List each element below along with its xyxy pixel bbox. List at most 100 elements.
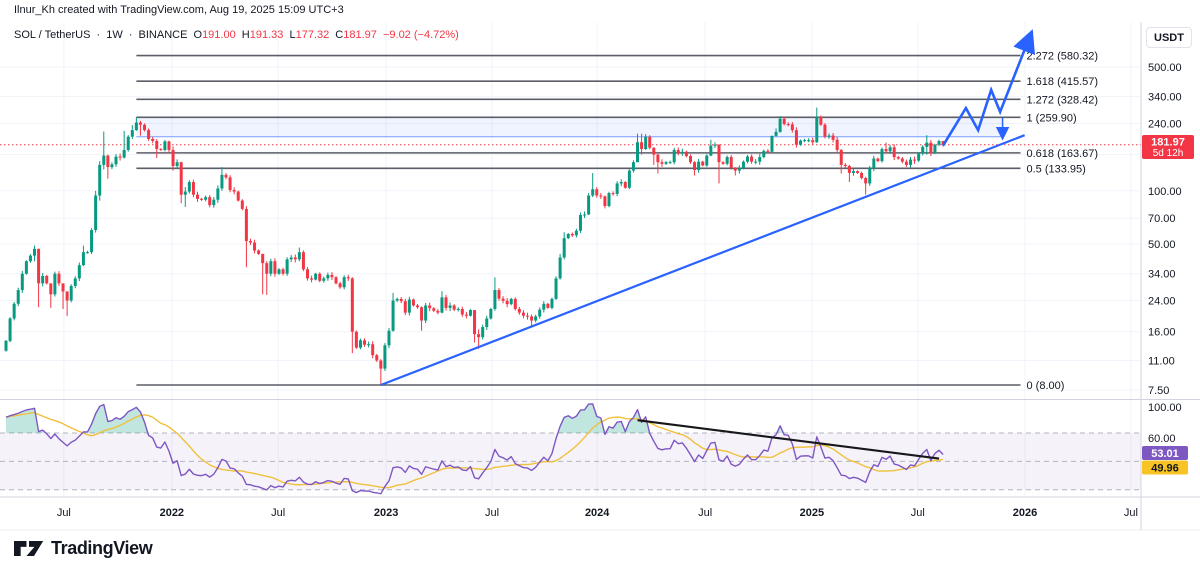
candle-body [363, 340, 367, 345]
candle-body [790, 124, 794, 131]
candle-body [648, 136, 652, 148]
candle-body [269, 261, 273, 274]
candle-body [41, 276, 45, 284]
candle-body [126, 136, 130, 150]
candle-body [175, 162, 179, 166]
candle-body [143, 124, 147, 131]
candle-body [53, 273, 57, 295]
symbol-name: SOL / TetherUS [14, 29, 91, 41]
candle-body [81, 252, 85, 266]
candle-body [69, 285, 73, 301]
candle-body [468, 310, 472, 316]
attribution: Ilnur_Kh created with TradingView.com, A… [14, 4, 344, 16]
candle-body [110, 164, 114, 168]
candle-body [61, 283, 65, 292]
candle-body [823, 124, 827, 137]
candle-body [297, 252, 301, 260]
candle-body [713, 144, 717, 146]
candle-body [171, 149, 175, 166]
candle-body [163, 141, 167, 150]
candle-body [530, 316, 534, 321]
last-price-badge-value: 181.97 [1151, 137, 1185, 149]
candle-body [611, 193, 615, 195]
open-value: 191.00 [202, 29, 236, 41]
candle-body [807, 140, 811, 142]
time-tick-year: 2025 [800, 507, 824, 519]
candle-body [627, 170, 631, 188]
candle-body [847, 165, 851, 173]
open-label: O [193, 29, 203, 41]
candle-body [794, 130, 798, 145]
fib-level-label: 0.5 (133.95) [1027, 163, 1086, 175]
candle-body [574, 230, 578, 236]
time-tick-month: Jul [698, 507, 712, 519]
candle-body [232, 190, 236, 192]
trendline [380, 134, 1025, 387]
candle-body [860, 172, 864, 179]
last-price-badge [1142, 135, 1194, 159]
candle-body [187, 182, 191, 192]
price-tick-label: 7.50 [1148, 385, 1169, 397]
close-label: C [335, 29, 344, 41]
candle-body [159, 149, 163, 151]
candle-body [16, 290, 20, 304]
rsi-ma-line [5, 411, 944, 489]
candle-body [12, 303, 16, 319]
rsi-value-badge [1142, 446, 1188, 460]
time-tick-month: Jul [57, 507, 71, 519]
candle-body [257, 250, 261, 254]
candle-body [102, 155, 106, 165]
price-tick-label: 11.00 [1148, 356, 1175, 368]
candle-body [151, 139, 155, 142]
candle-body [33, 248, 37, 256]
rsi-ma-value-badge-text: 49.96 [1151, 463, 1179, 475]
candle-body [831, 135, 835, 140]
candle-body [623, 182, 627, 188]
candle-body [937, 141, 941, 145]
currency-button[interactable]: USDT [1146, 27, 1192, 48]
candle-body [595, 189, 599, 196]
candle-body [778, 118, 782, 132]
candle-body [432, 308, 436, 311]
candle-body [489, 308, 493, 319]
candle-body [705, 155, 709, 166]
price-axis[interactable]: 500.00 340.00 240.00 100.00 70.00 50.00 34.00 2… [1148, 62, 1182, 397]
candle-body [835, 139, 839, 150]
candle-body [114, 156, 118, 165]
candle-body [864, 178, 868, 184]
candle-body [273, 261, 277, 274]
candle-body [420, 307, 424, 321]
candle-body [538, 309, 542, 317]
price-tick-label: 16.00 [1148, 327, 1176, 339]
candle-body [607, 193, 611, 207]
candle-body [208, 197, 212, 206]
candle-body [228, 177, 232, 191]
candle-body [24, 261, 28, 274]
candle-body [350, 278, 354, 332]
candle-body [644, 136, 648, 150]
candle-body [253, 242, 257, 251]
price-tick-label: 50.00 [1148, 239, 1176, 251]
candle-body [872, 158, 876, 169]
candle-body [240, 200, 244, 209]
candle-body [375, 355, 379, 361]
candle-body [729, 157, 733, 168]
candle-body [656, 154, 660, 163]
candle-body [301, 252, 305, 270]
price-tick-label: 34.00 [1148, 269, 1176, 281]
candle-body [244, 208, 248, 242]
candle-body [497, 290, 501, 299]
candle-body [346, 277, 350, 279]
candle-body [305, 269, 309, 279]
time-axis[interactable]: Jul 2022 Jul 2023 Jul 2024 Jul 2025 Jul 2026 Jul [57, 507, 1138, 519]
candle-body [261, 253, 265, 264]
tradingview-logo[interactable]: TradingView [14, 538, 153, 559]
candle-body [212, 199, 216, 206]
candle-body [636, 142, 640, 163]
candle-body [371, 344, 375, 356]
candle-body [509, 298, 513, 305]
candle-body [615, 183, 619, 194]
candle-body [737, 168, 741, 171]
